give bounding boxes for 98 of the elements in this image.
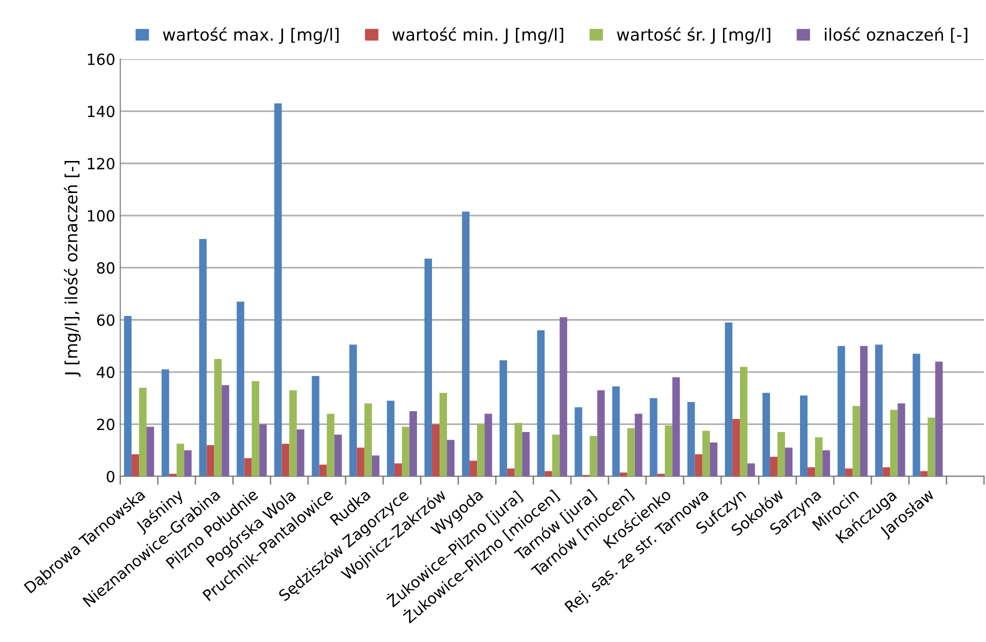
bar xyxy=(935,362,943,476)
bar xyxy=(199,239,207,476)
bar xyxy=(762,392,770,476)
bar xyxy=(124,316,132,476)
bar xyxy=(162,369,170,476)
bar xyxy=(334,434,342,476)
bar xyxy=(252,381,260,476)
bar xyxy=(612,386,620,476)
bar xyxy=(244,458,252,476)
bar xyxy=(597,390,605,476)
y-tick-label: 160 xyxy=(88,54,114,66)
bar xyxy=(319,464,327,476)
bar xyxy=(784,448,793,476)
bar xyxy=(882,467,890,476)
bar xyxy=(912,354,920,476)
bar xyxy=(770,456,778,476)
bar xyxy=(808,467,816,476)
y-tick-label: 120 xyxy=(88,158,114,170)
bar xyxy=(500,360,508,476)
y-tick-label: 40 xyxy=(96,366,114,378)
bar xyxy=(236,302,244,476)
bar xyxy=(364,403,372,476)
bar xyxy=(326,414,334,476)
legend-label: wartość min. J [mg/l] xyxy=(392,27,564,44)
bar xyxy=(132,454,140,476)
bar xyxy=(214,359,222,476)
bar xyxy=(590,436,598,476)
bar xyxy=(664,426,672,476)
bar xyxy=(928,418,936,476)
bar xyxy=(815,437,823,476)
bar xyxy=(514,422,522,476)
bar xyxy=(860,346,868,476)
bar xyxy=(537,330,545,476)
bar xyxy=(424,258,432,476)
bar xyxy=(800,396,808,476)
bar xyxy=(440,392,448,476)
bar xyxy=(462,212,470,476)
bar xyxy=(544,471,552,476)
bar xyxy=(777,432,785,476)
bar xyxy=(349,344,357,476)
legend-label: wartość max. J [mg/l] xyxy=(162,27,339,44)
bar xyxy=(372,456,380,476)
bar xyxy=(920,471,928,476)
y-tick-label: 60 xyxy=(97,314,114,326)
bar xyxy=(282,444,290,476)
bar xyxy=(394,463,402,476)
bar xyxy=(402,426,410,476)
bar xyxy=(289,390,297,476)
bar xyxy=(724,322,732,476)
bar xyxy=(672,377,680,476)
bar xyxy=(898,403,906,476)
bar xyxy=(139,388,147,476)
bar xyxy=(747,463,755,476)
bar xyxy=(146,426,154,476)
bar xyxy=(574,407,582,476)
bar xyxy=(356,448,364,476)
bar xyxy=(822,450,830,476)
bar xyxy=(176,444,184,476)
y-axis-title: J [mg/l], ilość oznaczeń [-] xyxy=(64,161,81,377)
y-tick-label: 140 xyxy=(88,106,114,118)
bar xyxy=(702,430,710,476)
bar xyxy=(409,411,417,476)
bar xyxy=(522,432,530,476)
legend-label: wartość śr. J [mg/l] xyxy=(616,27,770,44)
y-tick-label: 80 xyxy=(97,262,114,274)
bar xyxy=(710,442,718,476)
bar xyxy=(274,103,282,476)
bar xyxy=(206,445,214,476)
bar xyxy=(447,440,455,476)
bar xyxy=(296,429,304,476)
bar xyxy=(740,366,748,476)
bar xyxy=(184,450,192,476)
bar xyxy=(838,346,846,476)
bar xyxy=(386,400,394,476)
bar xyxy=(222,385,230,476)
bar xyxy=(890,410,898,476)
bar xyxy=(875,344,883,476)
bar xyxy=(259,424,267,476)
bar xyxy=(852,406,860,476)
bar xyxy=(687,402,695,476)
bar xyxy=(432,424,440,476)
legend-label: ilość oznaczeń [-] xyxy=(824,27,968,43)
bar xyxy=(694,454,702,476)
bar xyxy=(845,468,853,476)
bar xyxy=(732,418,740,476)
bar xyxy=(650,398,658,476)
bar xyxy=(312,376,320,476)
bar xyxy=(552,434,560,476)
bar xyxy=(634,414,642,476)
bar xyxy=(477,424,485,476)
y-tick-label: 100 xyxy=(88,210,114,222)
bar xyxy=(484,414,492,476)
bar xyxy=(507,468,515,476)
y-tick-label: 0 xyxy=(106,470,114,482)
bar xyxy=(627,428,635,476)
y-tick-label: 20 xyxy=(97,418,114,430)
bar xyxy=(470,460,478,476)
bar xyxy=(560,317,568,476)
